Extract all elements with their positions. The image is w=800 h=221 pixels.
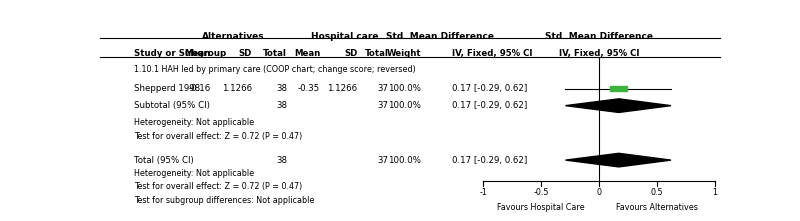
Text: 37: 37 <box>378 101 388 110</box>
Text: 0.17 [-0.29, 0.62]: 0.17 [-0.29, 0.62] <box>452 84 527 93</box>
Text: IV, Fixed, 95% CI: IV, Fixed, 95% CI <box>452 49 533 58</box>
Text: Test for overall effect: Z = 0.72 (P = 0.47): Test for overall effect: Z = 0.72 (P = 0… <box>134 132 302 141</box>
Text: Favours Alternatives: Favours Alternatives <box>616 204 698 213</box>
Text: Mean: Mean <box>184 49 210 58</box>
Text: Shepperd 1998: Shepperd 1998 <box>134 84 200 93</box>
Text: Favours Hospital Care: Favours Hospital Care <box>498 204 585 213</box>
Text: -0.5: -0.5 <box>534 188 549 197</box>
Text: IV, Fixed, 95% CI: IV, Fixed, 95% CI <box>559 49 639 58</box>
Text: -0.16: -0.16 <box>188 84 210 93</box>
Text: Hospital care: Hospital care <box>311 32 378 42</box>
Text: 100.0%: 100.0% <box>388 101 421 110</box>
Text: 100.0%: 100.0% <box>388 84 421 93</box>
Text: Mean: Mean <box>294 49 320 58</box>
Text: 37: 37 <box>378 156 388 165</box>
Text: Heterogeneity: Not applicable: Heterogeneity: Not applicable <box>134 169 254 178</box>
Text: 1.10.1 HAH led by primary care (COOP chart; change score; reversed): 1.10.1 HAH led by primary care (COOP cha… <box>134 65 416 74</box>
Text: 0.5: 0.5 <box>650 188 663 197</box>
Text: -0.35: -0.35 <box>298 84 320 93</box>
Text: Test for subgroup differences: Not applicable: Test for subgroup differences: Not appli… <box>134 196 314 205</box>
Text: -1: -1 <box>479 188 487 197</box>
Text: Study or Subgroup: Study or Subgroup <box>134 49 226 58</box>
Text: Total (95% CI): Total (95% CI) <box>134 156 194 165</box>
Text: 100.0%: 100.0% <box>388 156 421 165</box>
Text: Weight: Weight <box>386 49 421 58</box>
Text: SD: SD <box>344 49 358 58</box>
Text: Test for overall effect: Z = 0.72 (P = 0.47): Test for overall effect: Z = 0.72 (P = 0… <box>134 182 302 191</box>
Text: Alternatives: Alternatives <box>202 32 265 42</box>
Text: 38: 38 <box>276 101 287 110</box>
Text: 0.17 [-0.29, 0.62]: 0.17 [-0.29, 0.62] <box>452 101 527 110</box>
Text: Total: Total <box>365 49 388 58</box>
Text: 0.17 [-0.29, 0.62]: 0.17 [-0.29, 0.62] <box>452 156 527 165</box>
Text: 1: 1 <box>713 188 718 197</box>
Text: Subtotal (95% CI): Subtotal (95% CI) <box>134 101 210 110</box>
Text: Heterogeneity: Not applicable: Heterogeneity: Not applicable <box>134 118 254 127</box>
Text: Total: Total <box>263 49 287 58</box>
Text: 38: 38 <box>276 156 287 165</box>
Text: 38: 38 <box>276 84 287 93</box>
Text: 0: 0 <box>597 188 602 197</box>
Polygon shape <box>566 153 671 167</box>
Polygon shape <box>566 99 671 112</box>
Bar <box>610 86 627 91</box>
Text: 37: 37 <box>378 84 388 93</box>
Text: 1.1266: 1.1266 <box>327 84 358 93</box>
Text: 1.1266: 1.1266 <box>222 84 252 93</box>
Text: SD: SD <box>238 49 252 58</box>
Text: Std. Mean Difference: Std. Mean Difference <box>386 32 494 42</box>
Text: Std. Mean Difference: Std. Mean Difference <box>545 32 653 42</box>
